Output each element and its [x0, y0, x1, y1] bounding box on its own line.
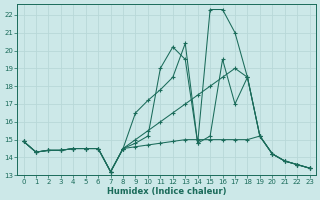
X-axis label: Humidex (Indice chaleur): Humidex (Indice chaleur): [107, 187, 226, 196]
